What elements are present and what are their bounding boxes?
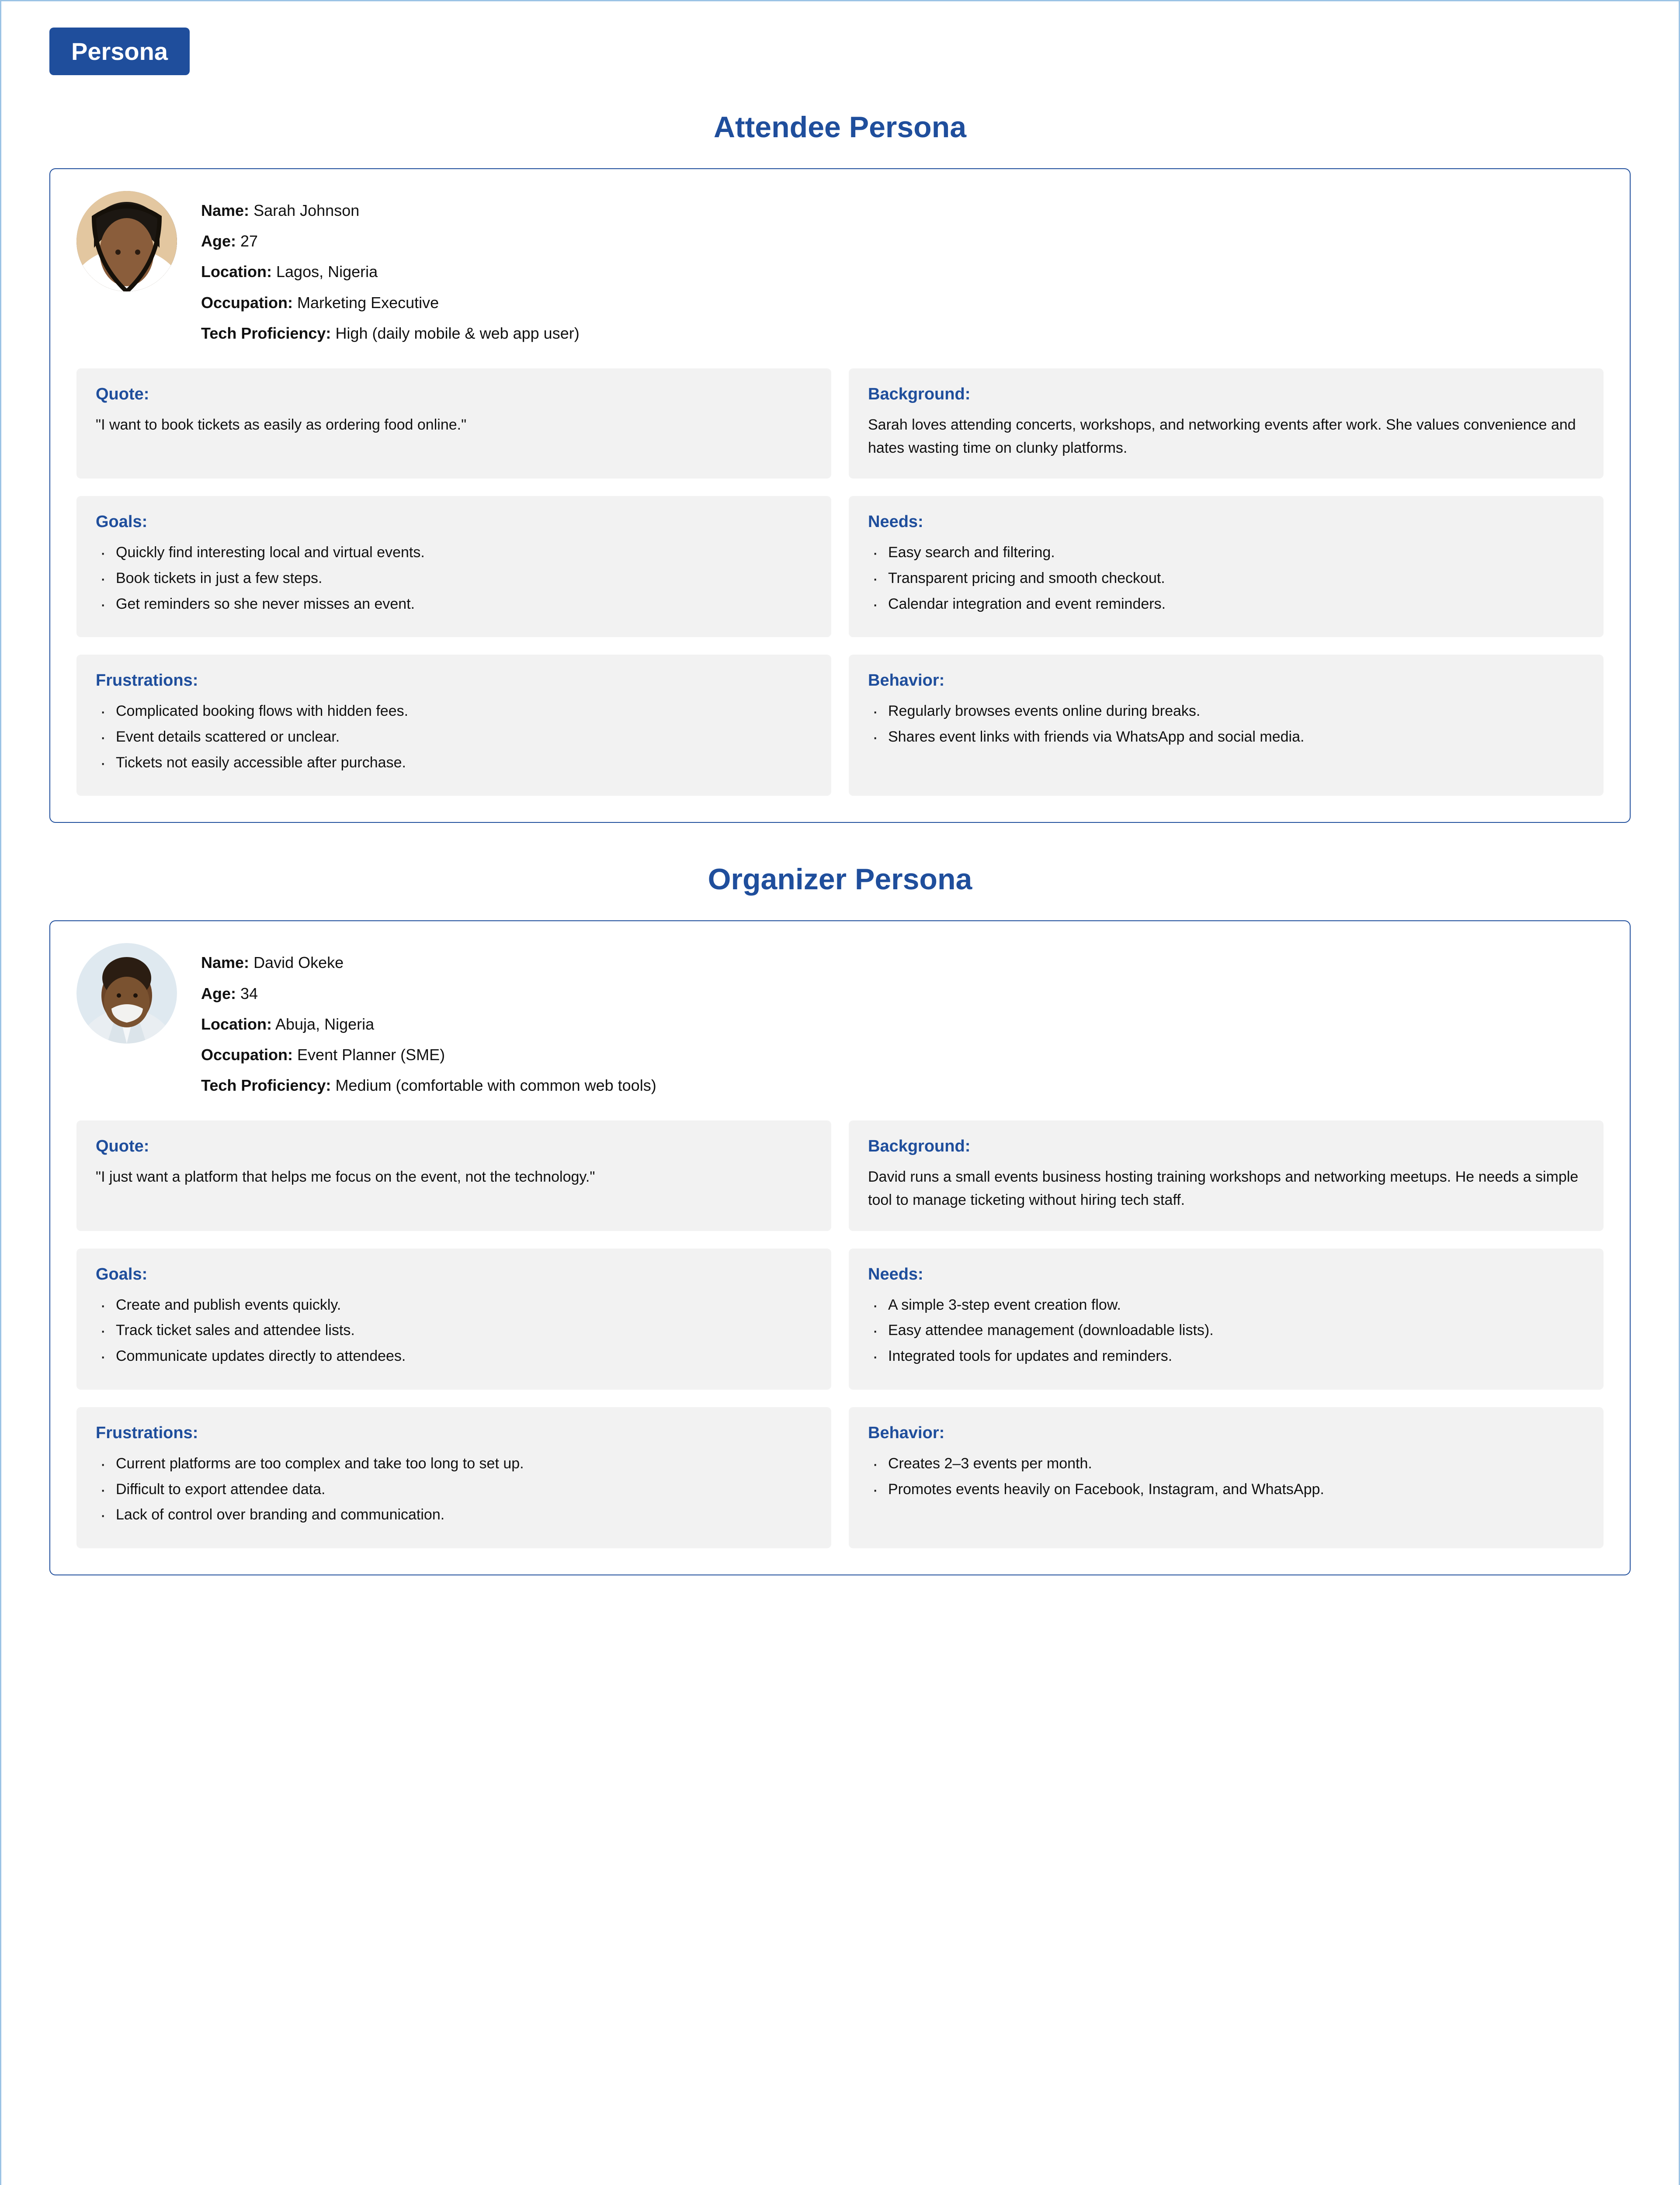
attendee-persona-card: Name: Sarah Johnson Age: 27 Location: La… xyxy=(49,168,1631,823)
organizer-quote-box: Quote: "I just want a platform that help… xyxy=(76,1120,831,1231)
organizer-goals-box: Goals: Create and publish events quickly… xyxy=(76,1249,831,1390)
attendee-quote-background-row: Quote: "I want to book tickets as easily… xyxy=(76,368,1604,479)
attendee-frustrations-box: Frustrations: Complicated booking flows … xyxy=(76,655,831,796)
attendee-behavior-box: Behavior: Regularly browses events onlin… xyxy=(849,655,1604,796)
organizer-frustrations-list: Current platforms are too complex and ta… xyxy=(96,1452,812,1526)
attendee-profile-row: Name: Sarah Johnson Age: 27 Location: La… xyxy=(76,191,1604,349)
organizer-goals-list: Create and publish events quickly. Track… xyxy=(96,1294,812,1368)
attendee-quote-box: Quote: "I want to book tickets as easily… xyxy=(76,368,831,479)
persona-badge: Persona xyxy=(49,28,190,75)
organizer-frustrations-box: Frustrations: Current platforms are too … xyxy=(76,1407,831,1548)
organizer-frustrations-behavior-row: Frustrations: Current platforms are too … xyxy=(76,1407,1604,1548)
organizer-behavior-box: Behavior: Creates 2–3 events per month. … xyxy=(849,1407,1604,1548)
attendee-frustrations-behavior-row: Frustrations: Complicated booking flows … xyxy=(76,655,1604,796)
organizer-goals-needs-row: Goals: Create and publish events quickly… xyxy=(76,1249,1604,1390)
organizer-section-title: Organizer Persona xyxy=(49,862,1631,896)
organizer-persona-card: Name: David Okeke Age: 34 Location: Abuj… xyxy=(49,920,1631,1575)
sarah-johnson-avatar xyxy=(76,191,177,291)
organizer-profile-row: Name: David Okeke Age: 34 Location: Abuj… xyxy=(76,943,1604,1101)
attendee-needs-list: Easy search and filtering. Transparent p… xyxy=(868,541,1584,615)
organizer-needs-box: Needs: A simple 3-step event creation fl… xyxy=(849,1249,1604,1390)
attendee-background-box: Background: Sarah loves attending concer… xyxy=(849,368,1604,479)
attendee-frustrations-list: Complicated booking flows with hidden fe… xyxy=(96,700,812,774)
organizer-background-box: Background: David runs a small events bu… xyxy=(849,1120,1604,1231)
persona-document: Persona attendee Attendee Persona xyxy=(0,0,1680,2185)
organizer-profile-info: Name: David Okeke Age: 34 Location: Abuj… xyxy=(201,943,656,1101)
david-okeke-avatar xyxy=(76,943,177,1044)
organizer-quote-background-row: Quote: "I just want a platform that help… xyxy=(76,1120,1604,1231)
organizer-needs-list: A simple 3-step event creation flow. Eas… xyxy=(868,1294,1584,1368)
attendee-needs-box: Needs: Easy search and filtering. Transp… xyxy=(849,496,1604,637)
attendee-goals-box: Goals: Quickly find interesting local an… xyxy=(76,496,831,637)
attendee-goals-list: Quickly find interesting local and virtu… xyxy=(96,541,812,615)
attendee-goals-needs-row: Goals: Quickly find interesting local an… xyxy=(76,496,1604,637)
organizer-behavior-list: Creates 2–3 events per month. Promotes e… xyxy=(868,1452,1584,1501)
avatar-illustration-2 xyxy=(76,943,177,1044)
page-main-title: Attendee Persona xyxy=(49,110,1631,144)
attendee-profile-info: Name: Sarah Johnson Age: 27 Location: La… xyxy=(201,191,580,349)
attendee-behavior-list: Regularly browses events online during b… xyxy=(868,700,1584,748)
avatar-illustration xyxy=(76,191,177,291)
